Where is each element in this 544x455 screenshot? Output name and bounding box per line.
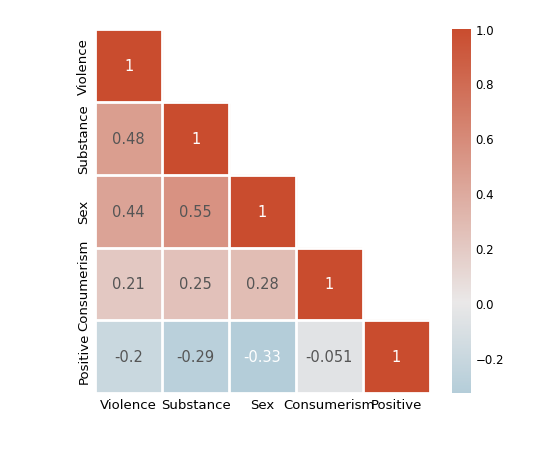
- Bar: [162, 175, 229, 248]
- Text: 0.55: 0.55: [180, 204, 212, 219]
- Bar: [95, 102, 162, 175]
- Bar: [296, 248, 363, 321]
- Bar: [162, 102, 229, 175]
- Text: 0.48: 0.48: [113, 131, 145, 146]
- Bar: [229, 175, 296, 248]
- Bar: [162, 248, 229, 321]
- Bar: [363, 321, 430, 394]
- Text: 1: 1: [325, 277, 334, 292]
- Bar: [296, 321, 363, 394]
- Text: 0.21: 0.21: [112, 277, 145, 292]
- Bar: [229, 248, 296, 321]
- Text: -0.051: -0.051: [306, 350, 353, 364]
- Bar: [229, 321, 296, 394]
- Text: 1: 1: [392, 350, 401, 364]
- Bar: [95, 175, 162, 248]
- Bar: [95, 30, 162, 102]
- Text: -0.33: -0.33: [244, 350, 281, 364]
- Text: 0.25: 0.25: [179, 277, 212, 292]
- Text: -0.29: -0.29: [176, 350, 215, 364]
- Text: 1: 1: [258, 204, 267, 219]
- Text: -0.2: -0.2: [114, 350, 143, 364]
- Bar: [95, 321, 162, 394]
- Bar: [162, 321, 229, 394]
- Text: 1: 1: [124, 59, 133, 73]
- Text: 0.28: 0.28: [246, 277, 279, 292]
- Bar: [95, 248, 162, 321]
- Text: 1: 1: [191, 131, 200, 146]
- Text: 0.44: 0.44: [113, 204, 145, 219]
